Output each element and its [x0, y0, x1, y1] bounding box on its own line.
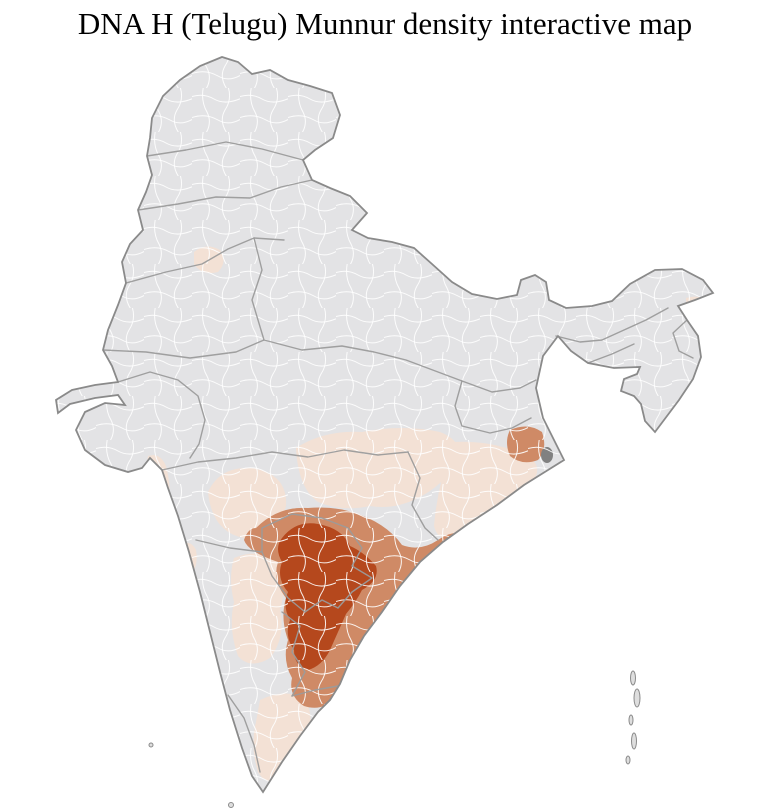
state-border-line: [227, 694, 261, 773]
state-border-line: [195, 539, 263, 553]
state-border-line: [146, 141, 304, 161]
state-border-line: [125, 237, 285, 284]
state-borders: [102, 141, 694, 773]
state-border-line: [261, 513, 373, 613]
state-border-line: [407, 451, 439, 541]
island[interactable]: [625, 755, 631, 765]
state-border-line: [117, 371, 206, 459]
island[interactable]: [633, 688, 641, 708]
lakshadweep-islands[interactable]: [148, 742, 234, 808]
andaman-nicobar-islands[interactable]: [625, 670, 641, 765]
island[interactable]: [630, 670, 636, 686]
state-border-line: [281, 611, 306, 697]
state-border-line: [555, 307, 669, 343]
state-border-line: [587, 343, 635, 364]
state-border-line: [454, 380, 532, 434]
state-border-line: [102, 339, 463, 382]
state-border-line: [461, 379, 537, 393]
state-border-line: [672, 319, 694, 359]
island[interactable]: [631, 732, 637, 750]
state-border-line: [291, 685, 339, 697]
island[interactable]: [148, 742, 154, 748]
island[interactable]: [228, 802, 234, 808]
state-border-line: [161, 449, 409, 471]
state-border-line: [137, 179, 313, 211]
island[interactable]: [628, 714, 634, 726]
state-border-line: [251, 237, 265, 341]
map-title: DNA H (Telugu) Munnur density interactiv…: [77, 6, 693, 41]
